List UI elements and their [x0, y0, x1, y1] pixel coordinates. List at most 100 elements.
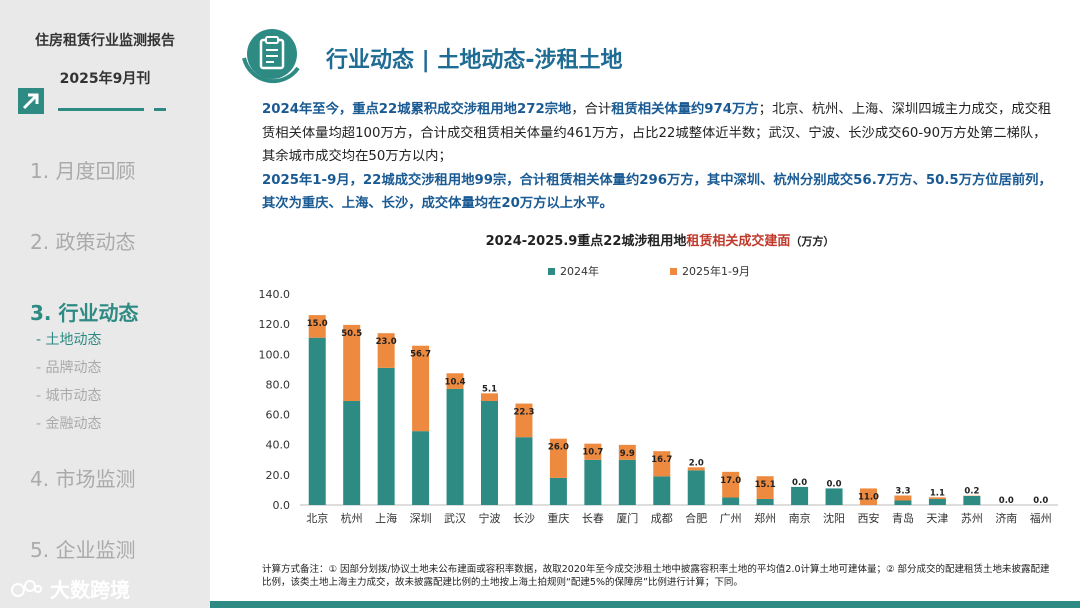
- nav-item-company[interactable]: 5. 企业监测: [30, 538, 136, 562]
- data-label-2025: 9.9: [620, 449, 635, 459]
- nav-item-monthly-review[interactable]: 1. 月度回顾: [30, 159, 136, 183]
- bar-2025: [756, 476, 774, 499]
- report-title: 住房租赁行业监测报告: [35, 33, 175, 49]
- divider: [154, 108, 166, 111]
- x-tick-label: 南京: [789, 511, 811, 525]
- legend-item-2024: 2024年: [548, 263, 599, 279]
- bar-2025: [928, 497, 946, 499]
- data-label-2025: 56.7: [410, 350, 431, 360]
- footnote: 计算方式备注：① 因部分划拨/协议土地未公布建面或容积率数据，故取2020年至今…: [262, 564, 1050, 588]
- x-tick-label: 青岛: [892, 511, 914, 525]
- x-tick-label: 杭州: [341, 511, 363, 525]
- y-tick-label: 20.0: [266, 469, 291, 482]
- x-tick-label: 济南: [995, 511, 1017, 525]
- nav-item-industry[interactable]: 3. 行业动态: [30, 301, 139, 325]
- legend-swatch: [548, 267, 555, 275]
- page-title: 行业动态 | 土地动态-涉租土地: [326, 48, 623, 73]
- x-tick-label: 成都: [651, 512, 673, 525]
- chart-title-unit: （万方）: [790, 235, 835, 248]
- subnav-item-land[interactable]: - 土地动态: [36, 332, 102, 348]
- clipboard-icon: [242, 29, 300, 84]
- x-tick-label: 深圳: [410, 512, 432, 525]
- x-tick-label: 北京: [306, 511, 328, 525]
- bar-2025: [549, 438, 567, 478]
- bar-2025: [377, 333, 395, 368]
- bar-2024: [722, 497, 740, 505]
- nav-item-policy[interactable]: 2. 政策动态: [30, 230, 136, 254]
- x-tick-label: 上海: [375, 511, 397, 525]
- bar-2024: [928, 498, 946, 505]
- data-label-2025: 50.5: [341, 329, 362, 339]
- chart-title-highlight: 租赁相关成交建面: [686, 234, 791, 249]
- x-tick-label: 西安: [858, 511, 880, 525]
- legend-item-2025: 2025年1-9月: [670, 263, 750, 279]
- legend-swatch: [670, 267, 677, 275]
- bar-2024: [894, 500, 912, 505]
- intro-text: 2024年至今，重点22城累积成交涉租用地272宗地，合计租赁相关体量约974万…: [262, 98, 1058, 216]
- bar-2025: [722, 471, 740, 498]
- x-tick-label: 福州: [1030, 511, 1052, 525]
- data-label-2025: 22.3: [513, 408, 534, 418]
- bar-2024: [791, 486, 809, 505]
- data-label-2025: 26.0: [548, 443, 569, 453]
- x-tick-label: 合肥: [685, 511, 707, 525]
- bar-2025: [446, 373, 464, 389]
- x-tick-label: 武汉: [444, 512, 466, 525]
- y-tick-label: 120.0: [259, 318, 291, 331]
- data-label-2025: 1.1: [930, 488, 945, 498]
- bar-2024: [584, 459, 602, 505]
- subnav-item-city[interactable]: - 城市动态: [36, 388, 102, 404]
- intro-highlight: 租赁相关体量约974万方: [611, 102, 759, 117]
- data-label-2025: 17.0: [720, 476, 741, 486]
- chart-title: 2024-2025.9重点22城涉租用地租赁相关成交建面（万方）: [262, 230, 1058, 249]
- subnav-item-brand[interactable]: - 品牌动态: [36, 360, 102, 376]
- x-tick-label: 郑州: [754, 511, 776, 525]
- x-tick-label: 重庆: [547, 511, 569, 525]
- x-tick-label: 长春: [582, 512, 604, 525]
- data-label-2025: 5.1: [482, 384, 497, 394]
- bar-2025: [653, 451, 671, 477]
- bar-2024: [653, 476, 671, 505]
- x-tick-label: 宁波: [479, 511, 501, 525]
- nav-item-market[interactable]: 4. 市场监测: [30, 467, 136, 491]
- bar-2025: [687, 467, 705, 471]
- bar-2024: [963, 495, 981, 505]
- intro-text-part: ，合计: [571, 102, 612, 117]
- bar-2024: [549, 477, 567, 505]
- bar-2025: [584, 443, 602, 460]
- logo-icon: [11, 579, 42, 597]
- legend-label: 2024年: [560, 265, 599, 278]
- y-tick-label: 140.0: [259, 288, 291, 301]
- bar-2025: [894, 495, 912, 501]
- data-label-2025: 23.0: [376, 337, 397, 347]
- bar-2024: [308, 337, 326, 505]
- bar-2025: [343, 324, 361, 402]
- y-tick-label: 60.0: [266, 409, 291, 422]
- logo-text: 大数跨境: [50, 578, 130, 602]
- data-label-2025: 10.4: [445, 377, 466, 387]
- sidebar: 住房租赁行业监测报告 2025年9月刊 1. 月度回顾 2. 政策动态 3. 行…: [0, 0, 210, 608]
- chart-title-prefix: 2024-2025.9重点22城涉租用地: [485, 234, 687, 249]
- data-label-2025: 0.0: [792, 478, 807, 488]
- bottom-bar: [210, 601, 1080, 608]
- x-tick-label: 广州: [720, 512, 742, 525]
- bar-2024: [412, 431, 430, 505]
- data-label-2025: 15.0: [307, 319, 328, 329]
- data-label-2025: 2.0: [689, 458, 704, 468]
- data-label-2025: 0.0: [827, 479, 842, 489]
- data-label-2025: 15.1: [755, 480, 776, 490]
- x-tick-label: 天津: [926, 512, 948, 525]
- bar-2025: [308, 315, 326, 338]
- subnav-item-finance[interactable]: - 金融动态: [36, 416, 102, 432]
- arrow-icon: [18, 88, 44, 114]
- intro-text-part: ；北京、杭州、上海、深圳四城主力成交，成交租赁相关体量均超100万方，合计成交租…: [262, 102, 1052, 164]
- data-label-2025: 16.7: [651, 455, 672, 465]
- x-tick-label: 厦门: [616, 511, 638, 525]
- data-label-2025: 0.0: [1033, 496, 1048, 506]
- y-tick-label: 80.0: [266, 378, 291, 391]
- brand-logo: 大数跨境: [10, 574, 130, 603]
- y-tick-label: 100.0: [259, 348, 291, 361]
- bar-2024: [377, 367, 395, 505]
- bar-2024: [343, 401, 361, 505]
- bar-2024: [481, 401, 498, 505]
